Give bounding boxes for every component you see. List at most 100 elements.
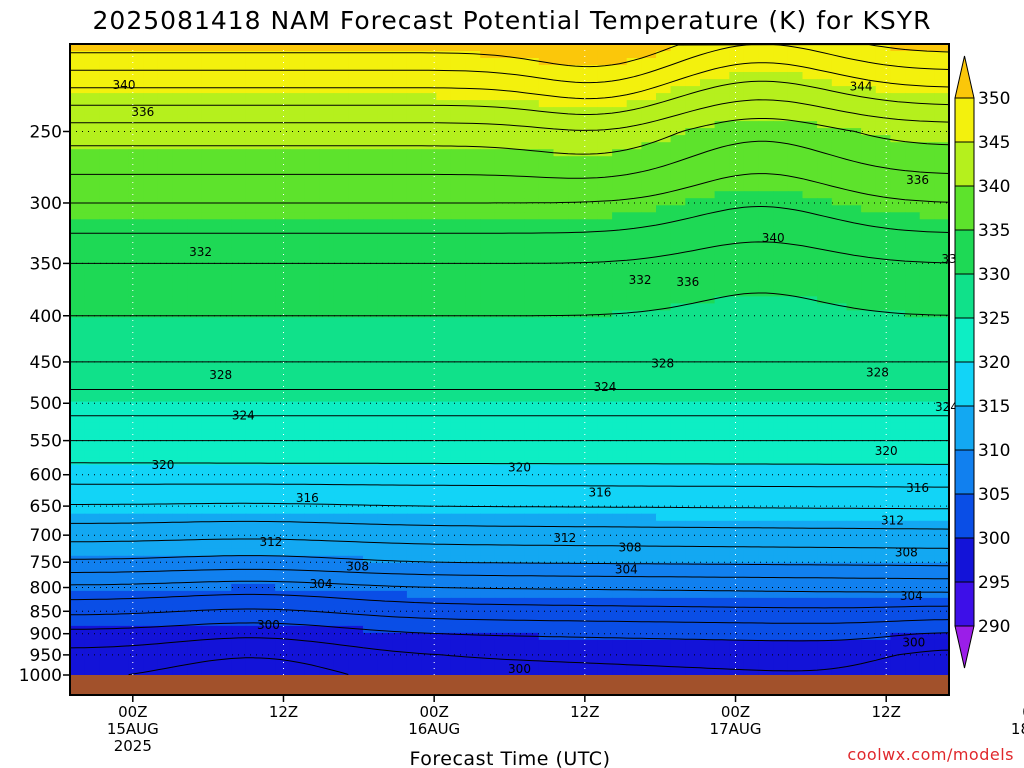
field-cell <box>641 135 657 143</box>
field-cell <box>524 534 540 543</box>
field-cell <box>465 450 481 459</box>
field-cell <box>656 247 672 255</box>
field-cell <box>289 149 306 157</box>
field-cell <box>114 58 130 66</box>
field-cell <box>846 324 862 332</box>
field-cell <box>172 268 188 276</box>
field-cell <box>875 513 892 522</box>
field-cell <box>524 611 540 620</box>
field-cell <box>304 485 320 494</box>
field-cell <box>406 324 423 332</box>
field-cell <box>700 590 716 599</box>
field-cell <box>245 352 262 361</box>
field-cell <box>436 618 452 627</box>
field-cell <box>568 44 584 52</box>
field-cell <box>421 233 437 241</box>
field-cell <box>436 198 452 206</box>
field-cell <box>172 478 188 487</box>
field-cell <box>231 51 247 59</box>
field-cell <box>831 282 848 290</box>
field-cell <box>846 254 862 262</box>
field-cell <box>465 618 481 627</box>
field-cell <box>187 429 203 438</box>
field-cell <box>406 331 423 340</box>
field-cell <box>802 457 818 466</box>
field-cell <box>773 247 789 255</box>
field-cell <box>114 156 130 164</box>
field-cell <box>450 457 467 466</box>
field-cell <box>700 219 716 227</box>
field-cell <box>114 163 130 171</box>
field-cell <box>421 611 437 620</box>
field-cell <box>348 44 364 52</box>
field-cell <box>568 135 584 143</box>
field-cell <box>612 499 628 508</box>
field-cell <box>480 422 496 431</box>
field-cell <box>641 415 657 424</box>
field-cell <box>99 345 115 354</box>
field-cell <box>612 205 628 213</box>
field-cell <box>758 156 774 164</box>
field-cell <box>187 261 203 269</box>
field-cell <box>714 205 730 213</box>
field-cell <box>84 548 100 557</box>
field-cell <box>612 268 628 276</box>
field-cell <box>392 324 408 332</box>
field-cell <box>157 583 174 592</box>
field-cell <box>421 604 437 613</box>
field-cell <box>729 247 745 255</box>
field-cell <box>817 310 833 318</box>
field-cell <box>670 205 686 213</box>
field-cell <box>831 408 848 417</box>
field-cell <box>817 240 833 248</box>
field-cell <box>231 548 247 557</box>
field-cell <box>289 534 306 543</box>
field-cell <box>480 576 496 585</box>
field-cell <box>597 324 613 332</box>
field-cell <box>831 135 848 143</box>
field-cell <box>216 212 232 220</box>
field-cell <box>538 205 555 213</box>
field-cell <box>392 58 408 66</box>
field-cell <box>172 275 188 283</box>
field-cell <box>392 303 408 311</box>
field-cell <box>568 422 584 431</box>
field-cell <box>128 58 144 66</box>
field-cell <box>275 352 291 361</box>
field-cell <box>172 121 188 129</box>
field-cell <box>494 317 511 325</box>
field-cell <box>787 394 804 403</box>
field-cell <box>421 345 437 354</box>
field-cell <box>363 331 379 340</box>
field-cell <box>656 520 672 529</box>
field-cell <box>84 79 100 87</box>
field-cell <box>787 58 804 66</box>
field-cell <box>568 401 584 410</box>
field-cell <box>802 450 818 459</box>
field-cell <box>861 170 877 178</box>
field-cell <box>582 184 599 192</box>
field-cell <box>714 303 730 311</box>
field-cell <box>524 44 540 52</box>
field-cell <box>421 107 437 115</box>
field-cell <box>582 583 599 592</box>
field-cell <box>245 240 262 248</box>
field-cell <box>70 471 86 480</box>
field-cell <box>831 233 848 241</box>
field-cell <box>582 128 599 136</box>
field-cell <box>304 338 320 347</box>
field-cell <box>70 415 86 424</box>
field-cell <box>260 226 276 234</box>
field-cell <box>260 205 276 213</box>
field-cell <box>626 212 642 220</box>
field-cell <box>612 373 628 382</box>
field-cell <box>99 555 115 564</box>
field-cell <box>787 457 804 466</box>
field-cell <box>582 485 599 494</box>
field-cell <box>157 268 174 276</box>
field-cell <box>817 478 833 487</box>
field-cell <box>538 534 555 543</box>
field-cell <box>846 226 862 234</box>
field-cell <box>890 51 906 59</box>
field-cell <box>685 100 701 108</box>
